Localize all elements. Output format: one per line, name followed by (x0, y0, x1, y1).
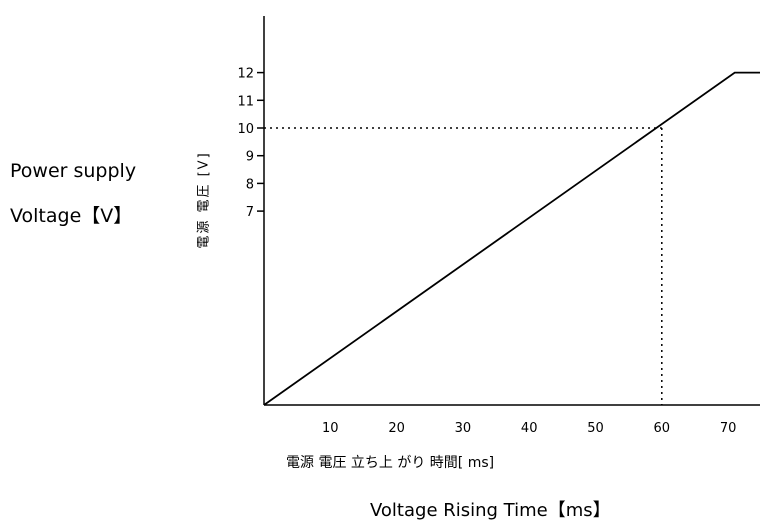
y-tick-label: 9 (246, 150, 254, 165)
y-tick-label: 11 (237, 94, 254, 109)
y-axis-label-en-line1: Power supply (10, 160, 137, 182)
y-tick-label: 8 (246, 177, 254, 192)
x-tick-label: 60 (654, 421, 671, 436)
x-tick-label: 40 (521, 421, 538, 436)
x-tick-label: 50 (587, 421, 604, 436)
voltage-series-line (263, 71, 760, 406)
x-tick-label: 70 (720, 421, 737, 436)
y-axis-label-en-line2: Voltage【V】 (10, 205, 133, 227)
y-tick-label: 7 (246, 205, 254, 220)
y-axis-label-jp: 電源 電圧 [V] (196, 151, 212, 249)
y-tick-label: 10 (237, 122, 254, 137)
y-tick-label: 12 (237, 67, 254, 82)
x-tick-label: 20 (388, 421, 405, 436)
x-axis-label-jp: 電源 電圧 立ち上 がり 時間[ ms] (286, 455, 495, 471)
x-tick-label: 30 (455, 421, 472, 436)
x-tick-label: 10 (322, 421, 339, 436)
x-axis-label-en: Voltage Rising Time【ms】 (370, 500, 611, 521)
